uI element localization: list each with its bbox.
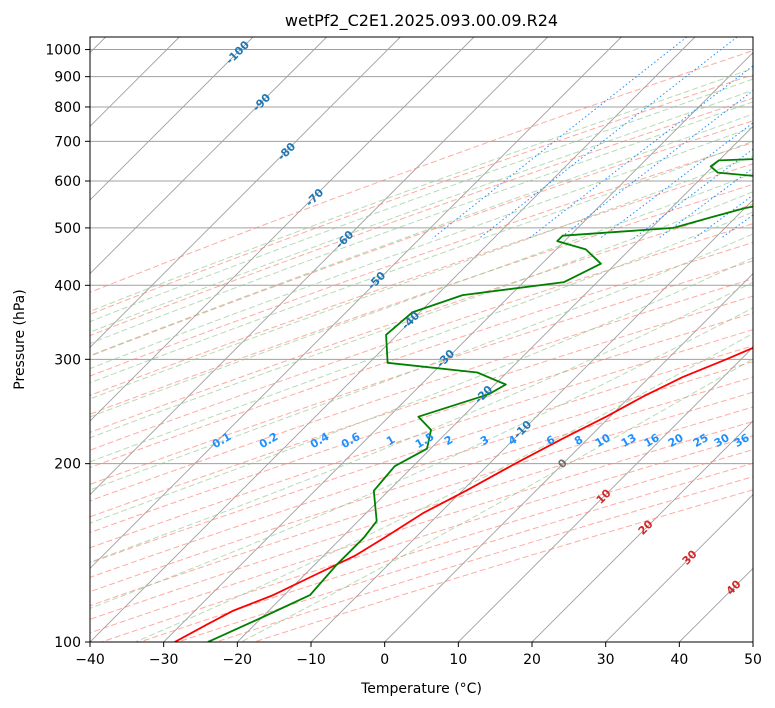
dry-adiabat-line: [90, 74, 753, 315]
dry-adiabat-line: [90, 278, 753, 502]
isotherm-line: [531, 420, 753, 642]
moist-adiabat-line: [90, 281, 753, 563]
isotherm-line: [237, 125, 753, 642]
y-tick-label: 500: [54, 221, 81, 237]
dry-adiabat-line: [90, 329, 753, 549]
x-tick-label: 50: [744, 652, 762, 668]
isotherm-line: [90, 37, 401, 348]
moist-adiabat-line: [90, 156, 753, 400]
mixing-ratio-line: [559, 90, 753, 239]
y-tick-label: 800: [54, 100, 81, 116]
moist-adiabat-line: [90, 140, 753, 384]
mixing-ratio-line: [658, 167, 753, 239]
isotherm-line: [163, 52, 753, 642]
isotherm-line: [90, 37, 254, 201]
moist-adiabat-line: [240, 358, 753, 642]
dry-adiabat-line: [90, 142, 753, 377]
y-tick-label: 400: [54, 278, 81, 294]
isotherm-line: [90, 37, 548, 496]
dry-adiabat-line: [90, 183, 753, 415]
dry-adiabat-line: [90, 260, 753, 485]
y-tick-label: 1000: [45, 43, 81, 59]
moist-adiabat-line: [90, 89, 753, 333]
chart-title: wetPf2_C2E1.2025.093.00.09.R24: [285, 11, 558, 31]
isotherm-line: [90, 37, 327, 275]
y-axis-title: Pressure (hPa): [12, 289, 28, 389]
x-tick-label: −30: [149, 652, 179, 668]
x-tick-label: −10: [296, 652, 326, 668]
isotherm-line: [458, 346, 753, 642]
x-tick-label: −40: [75, 652, 105, 668]
x-tick-label: −20: [223, 652, 253, 668]
axes: −40 −30 −20 −10 0 10 20 30 40 50 100 200 300 400 500 60…: [45, 43, 762, 668]
plot-area: [90, 37, 753, 642]
plot-frame: [89, 36, 754, 643]
dry-adiabat-line: [90, 391, 753, 607]
isotherm-line: [384, 273, 753, 642]
moist-adiabat-line: [135, 332, 753, 642]
y-tick-label: 600: [54, 174, 81, 190]
moist-adiabat-line: [90, 307, 753, 609]
y-tick-label: 700: [54, 134, 81, 150]
x-tick-label: 30: [597, 652, 615, 668]
x-tick-label: 10: [449, 652, 467, 668]
isotherm-line: [90, 37, 696, 642]
moist-adiabat-line: [90, 211, 753, 463]
dry-adiabat-line: [90, 50, 753, 293]
moist-adiabat-line: [90, 113, 753, 357]
dry-adiabat-line: [90, 295, 753, 518]
y-tick-label: 900: [54, 70, 81, 86]
moist-adiabat-line: [90, 233, 753, 491]
moist-adiabat-line: [90, 172, 753, 418]
x-tick-label: 0: [380, 652, 389, 668]
dry-adiabat-line: [90, 241, 753, 469]
isotherm-line: [90, 37, 475, 422]
x-axis-title: Temperature (°C): [360, 681, 482, 697]
temperature-profile-line: [174, 346, 753, 642]
moist-adiabat-line: [90, 78, 753, 323]
y-tick-label: 300: [54, 352, 81, 368]
dry-adiabat-line: [90, 163, 753, 396]
y-tick-label: 100: [54, 635, 81, 651]
isotherm-line: [605, 494, 753, 642]
moist-adiabat-line: [90, 101, 753, 344]
dry-adiabat-line: [90, 97, 753, 337]
profile-lines: [174, 158, 753, 642]
x-tick-label: 40: [670, 652, 688, 668]
mixing-ratio-line: [478, 37, 738, 239]
moist-adiabat-line: [90, 67, 753, 312]
y-tick-label: 200: [54, 457, 81, 473]
x-tick-label: 20: [523, 652, 541, 668]
dewpoint-profile-line: [207, 158, 753, 642]
dry-adiabat-line: [90, 203, 753, 433]
isotherm-line: [90, 37, 622, 569]
moist-adiabat-line: [90, 126, 753, 370]
dry-adiabat-line: [90, 345, 753, 564]
